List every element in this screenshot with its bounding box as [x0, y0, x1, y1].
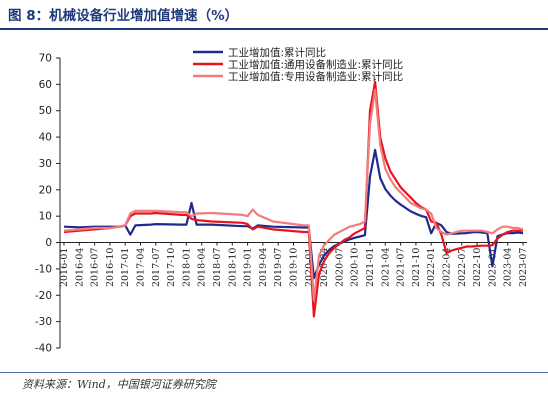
source-divider — [0, 372, 548, 373]
x-tick-label: 2022-04 — [442, 248, 453, 287]
x-tick-label: 2016-01 — [59, 248, 70, 287]
legend: 工业增加值:累计同比工业增加值:通用设备制造业:累计同比工业增加值:专用设备制造… — [193, 46, 403, 83]
series-line-2 — [63, 80, 523, 318]
source-note: 资料来源：Wind，中国银河证券研究院 — [22, 378, 216, 391]
x-tick-label: 2018-10 — [227, 248, 238, 287]
legend-label-3: 工业增加值:专用设备制造业:累计同比 — [228, 70, 403, 83]
y-axis: -40 -30 -20 -10 0 10 20 30 40 50 60 70 — [35, 53, 61, 355]
y-tick-label: -30 — [35, 316, 52, 328]
x-tick-label: 2019-10 — [289, 248, 300, 287]
y-tick-label: 0 — [45, 237, 52, 249]
x-tick-label: 2022-10 — [472, 248, 483, 287]
x-tick-label: 2021-01 — [365, 248, 376, 287]
x-tick-label: 2021-04 — [380, 248, 391, 287]
x-tick-label: 2019-01 — [243, 248, 254, 287]
chart-title: 图 8：机械设备行业增加值增速（%） — [8, 8, 239, 24]
series-line-1 — [63, 148, 524, 280]
y-tick-label: 40 — [39, 132, 52, 144]
x-tick-label: 2022-07 — [457, 248, 468, 287]
legend-label-1: 工业增加值:累计同比 — [228, 46, 326, 59]
x-tick-label: 2020-10 — [350, 248, 361, 287]
x-tick-label: 2023-01 — [487, 248, 498, 287]
y-tick-label: 60 — [39, 79, 52, 91]
x-tick-label: 2017-01 — [120, 248, 131, 287]
x-tick-label: 2018-01 — [181, 248, 192, 287]
legend-label-2: 工业增加值:通用设备制造业:累计同比 — [228, 58, 403, 71]
y-tick-label: -20 — [35, 290, 52, 302]
y-tick-label: 70 — [39, 53, 52, 65]
y-tick-label: 20 — [39, 184, 52, 196]
x-axis: 2016-01 2016-04 2016-07 2016-10 2017-01 2017-… — [59, 242, 529, 287]
x-tick-label: 2018-07 — [212, 248, 223, 287]
x-tick-label: 2021-10 — [411, 248, 422, 287]
x-tick-label: 2021-07 — [396, 248, 407, 287]
x-tick-label: 2023-04 — [503, 248, 514, 287]
y-tick-label: -10 — [35, 263, 52, 275]
y-tick-label: -40 — [35, 343, 52, 355]
x-tick-label: 2022-01 — [426, 248, 437, 287]
title-divider — [0, 28, 548, 30]
x-tick-label: 2017-07 — [151, 248, 162, 287]
x-tick-label: 2019-07 — [273, 248, 284, 287]
x-tick-label: 2018-04 — [197, 248, 208, 287]
x-tick-label: 2019-04 — [258, 248, 269, 287]
x-tick-label: 2017-10 — [166, 248, 177, 287]
x-tick-label: 2020-04 — [319, 248, 330, 287]
series-line-3 — [63, 88, 524, 302]
x-tick-label: 2020-01 — [304, 248, 315, 287]
x-tick-label: 2017-04 — [136, 248, 147, 287]
y-tick-label: 30 — [39, 158, 52, 170]
x-tick-label: 2016-07 — [90, 248, 101, 287]
x-tick-label: 2016-04 — [74, 248, 85, 287]
y-tick-label: 10 — [39, 211, 52, 223]
series-lines — [63, 80, 524, 318]
x-tick-label: 2020-07 — [334, 248, 345, 287]
x-tick-label: 2023-07 — [518, 248, 529, 287]
y-tick-label: 50 — [39, 105, 52, 117]
x-tick-label: 2016-10 — [105, 248, 116, 287]
